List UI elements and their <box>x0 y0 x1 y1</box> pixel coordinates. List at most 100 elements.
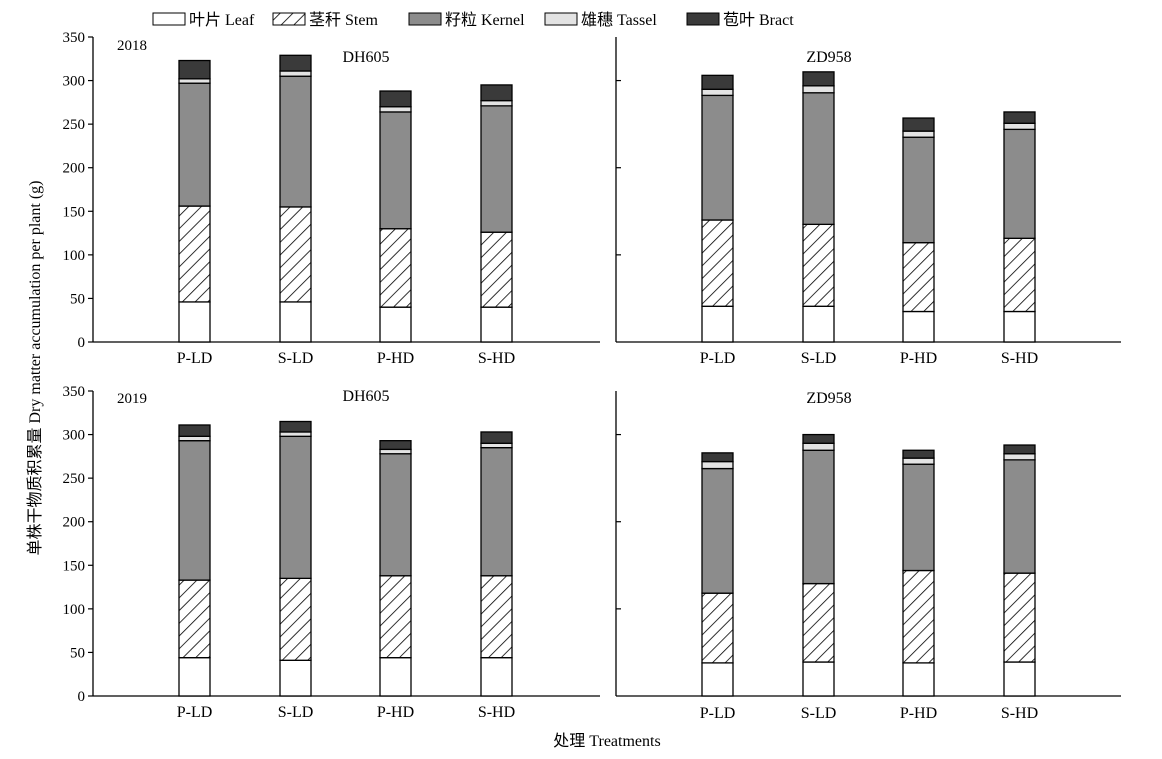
bar-segment <box>379 228 412 308</box>
bar-segment <box>701 460 734 470</box>
legend-label: 雄穗 Tassel <box>581 11 657 29</box>
bar-segment <box>379 106 412 113</box>
bar-segment <box>480 84 513 102</box>
x-axis-label: 处理 Treatments <box>553 732 660 750</box>
legend-label: 茎秆 Stem <box>309 11 378 29</box>
x-tick-label: P-LD <box>700 705 736 722</box>
bar-segment <box>178 59 211 80</box>
bar-segment <box>379 575 412 659</box>
x-tick-label: S-HD <box>1001 705 1038 722</box>
y-tick-label: 150 <box>63 558 86 574</box>
bar-segment <box>902 449 935 459</box>
x-tick-label: P-HD <box>377 350 414 367</box>
y-tick-label: 0 <box>78 335 86 351</box>
x-tick-label: S-LD <box>278 350 314 367</box>
bar-segment <box>1003 122 1036 131</box>
y-tick-label: 300 <box>63 74 86 90</box>
x-tick-label: S-HD <box>478 704 515 721</box>
bar-segment <box>802 661 835 697</box>
bar-segment <box>379 657 412 697</box>
bar-segment <box>802 305 835 343</box>
y-tick-label: 100 <box>63 602 86 618</box>
bar-segment <box>902 117 935 132</box>
bar-segment <box>802 449 835 585</box>
bar-segment <box>802 433 835 444</box>
x-tick-label: P-LD <box>700 350 736 367</box>
bar-segment <box>279 54 312 72</box>
chart-legend: 叶片 Leaf 茎秆 Stem 籽粒 Kernel 雄穗 Tassel 苞叶 Bract <box>152 11 794 29</box>
y-tick-label: 100 <box>63 248 86 264</box>
bar-segment <box>379 453 412 577</box>
chart-panel: P-LD S-LD P-HD S-HD ZD958 <box>615 37 1121 367</box>
bar-segment <box>178 78 211 84</box>
y-tick-label: 300 <box>63 428 86 444</box>
bar-segment <box>902 136 935 244</box>
variety-label: DH605 <box>342 388 389 405</box>
year-label: 2018 <box>117 38 147 54</box>
legend-label: 苞叶 Bract <box>723 11 794 29</box>
legend-swatch <box>544 12 578 26</box>
variety-label: ZD958 <box>806 390 851 407</box>
variety-label: DH605 <box>342 49 389 66</box>
bar-segment <box>178 424 211 437</box>
bar-segment <box>480 99 513 107</box>
bar-segment <box>1003 237 1036 313</box>
legend-swatch <box>408 12 442 26</box>
bar-segment <box>902 463 935 572</box>
bar-segment <box>1003 310 1036 343</box>
legend-label: 叶片 Leaf <box>189 11 255 29</box>
x-tick-label: S-LD <box>801 705 837 722</box>
bar-segment <box>701 219 734 307</box>
bar-segment <box>379 90 412 108</box>
bar-segment <box>279 206 312 303</box>
y-tick-label: 250 <box>63 471 86 487</box>
y-axis-label: 单株干物质积累量 Dry matter accumulation per pla… <box>26 180 44 555</box>
bar-segment <box>701 94 734 221</box>
bar-segment <box>178 82 211 207</box>
y-tick-label: 200 <box>63 515 86 531</box>
x-tick-label: S-HD <box>1001 350 1038 367</box>
bar-segment <box>480 431 513 444</box>
bar-segment <box>1003 444 1036 455</box>
bar-segment <box>379 306 412 343</box>
x-tick-label: P-LD <box>177 350 213 367</box>
x-tick-label: P-HD <box>900 350 937 367</box>
y-tick-label: 0 <box>78 689 86 705</box>
bar-segment <box>480 231 513 308</box>
bar-segment <box>480 105 513 233</box>
bar-segment <box>279 431 312 437</box>
bar-segment <box>379 448 412 455</box>
bar-segment <box>1003 459 1036 574</box>
bar-segment <box>178 579 211 659</box>
x-tick-label: S-LD <box>278 704 314 721</box>
bar-segment <box>902 130 935 138</box>
bar-segment <box>379 440 412 451</box>
bar-segment <box>802 85 835 94</box>
y-tick-label: 250 <box>63 117 86 133</box>
bar-segment <box>902 457 935 465</box>
chart-panel: 0 50 100 150 200 250 300 350 P-LD S-LD P-HD S-HD DH6… <box>63 384 600 721</box>
bar-segment <box>480 442 513 449</box>
y-tick-label: 50 <box>70 291 85 307</box>
bar-segment <box>279 75 312 208</box>
bar-segment <box>902 662 935 697</box>
bar-segment <box>701 662 734 697</box>
y-tick-label: 350 <box>63 384 86 400</box>
bar-segment <box>480 657 513 697</box>
bar-segment <box>701 592 734 664</box>
bar-segment <box>480 575 513 659</box>
y-tick-label: 350 <box>63 30 86 46</box>
bar-segment <box>701 88 734 97</box>
legend-label: 籽粒 Kernel <box>445 11 525 29</box>
legend-swatch <box>686 12 720 26</box>
y-tick-label: 150 <box>63 204 86 220</box>
bar-segment <box>279 659 312 697</box>
bar-segment <box>480 446 513 577</box>
bar-segment <box>1003 453 1036 461</box>
legend-swatch <box>272 12 306 26</box>
bar-segment <box>178 440 211 581</box>
bar-segment <box>701 305 734 343</box>
bar-segment <box>480 306 513 343</box>
y-tick-label: 50 <box>70 645 85 661</box>
